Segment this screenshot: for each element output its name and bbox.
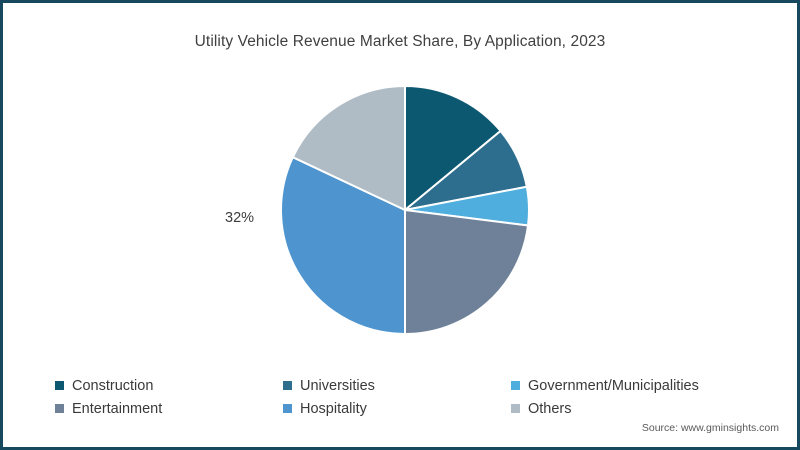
legend-swatch-icon [55, 381, 64, 390]
legend-item-entertainment[interactable]: Entertainment [55, 401, 283, 417]
chart-legend: Construction Universities Government/Mun… [55, 374, 755, 420]
pie-slice-entertainment[interactable] [404, 208, 530, 336]
legend-item-government-municipalities[interactable]: Government/Municipalities [511, 378, 755, 394]
pie-svg [280, 84, 530, 336]
pie-slice-group [280, 84, 530, 336]
legend-label: Hospitality [300, 400, 367, 417]
legend-item-hospitality[interactable]: Hospitality [283, 401, 511, 417]
pie-chart [280, 84, 530, 336]
legend-label: Government/Municipalities [528, 377, 699, 394]
source-attribution: Source: www.gminsights.com [641, 422, 779, 434]
legend-swatch-icon [511, 381, 520, 390]
pie-slice-others[interactable] [291, 84, 406, 212]
legend-item-others[interactable]: Others [511, 401, 755, 417]
pie-slice-hospitality[interactable] [280, 155, 406, 336]
pie-slice-construction[interactable] [404, 84, 502, 213]
legend-swatch-icon [283, 381, 292, 390]
legend-label: Entertainment [72, 400, 163, 417]
legend-swatch-icon [55, 404, 64, 413]
legend-item-universities[interactable]: Universities [283, 378, 511, 394]
slice-value-label-hospitality: 32% [225, 210, 255, 226]
legend-swatch-icon [283, 404, 292, 413]
legend-swatch-icon [511, 404, 520, 413]
chart-title: Utility Vehicle Revenue Market Share, By… [194, 33, 606, 50]
legend-label: Universities [300, 377, 375, 394]
legend-label: Construction [72, 377, 154, 394]
legend-label: Others [528, 400, 572, 417]
legend-item-construction[interactable]: Construction [55, 378, 283, 394]
